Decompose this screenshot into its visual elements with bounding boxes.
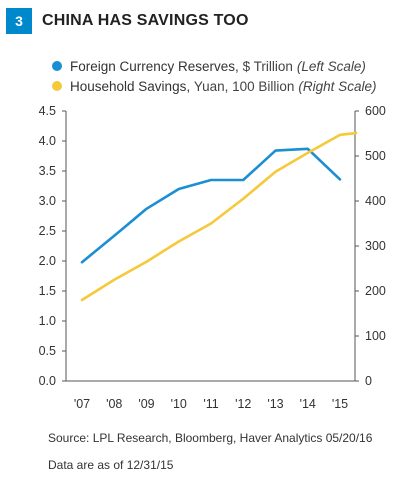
line-chart: 0.0 0.5 1.0 1.5 2.0 2.5 3.0 3.5 4.0 4.5 0 100 200 300… (39, 104, 386, 411)
left-tick-label: 4.5 (39, 104, 56, 118)
legend-unit-savings: Yuan, 100 Billion (193, 78, 295, 94)
legend-unit-reserves: $ Trillion (242, 58, 293, 74)
series-line-reserves (80, 147, 342, 264)
x-tick-label: '15 (332, 397, 348, 411)
series-line-savings (80, 131, 358, 302)
x-tick-label: '10 (171, 397, 187, 411)
chart-legend: Foreign Currency Reserves, $ Trillion (Le… (52, 56, 376, 96)
legend-scale-savings: (Right Scale) (298, 78, 377, 94)
x-tick-label: '12 (235, 397, 251, 411)
left-tick-label: 3.0 (39, 194, 56, 208)
right-tick-label: 600 (365, 104, 386, 118)
right-tick-label: 300 (365, 239, 386, 253)
source-note: Source: LPL Research, Bloomberg, Haver A… (48, 431, 373, 445)
legend-item-reserves: Foreign Currency Reserves, $ Trillion (Le… (52, 56, 376, 76)
right-tick-label: 400 (365, 194, 386, 208)
legend-item-savings: Household Savings, Yuan, 100 Billion (Rig… (52, 76, 376, 96)
right-tick-label: 200 (365, 284, 386, 298)
legend-scale-reserves: (Left Scale) (296, 58, 366, 74)
legend-label-reserves: Foreign Currency Reserves, (70, 58, 239, 74)
x-tick-label: '08 (106, 397, 122, 411)
legend-label-savings: Household Savings, (70, 78, 191, 94)
data-date-note: Data are as of 12/31/15 (48, 458, 174, 472)
left-tick-label: 4.0 (39, 134, 56, 148)
x-tick-label: '14 (300, 397, 316, 411)
left-tick-label: 0.0 (39, 374, 56, 388)
legend-swatch-reserves (52, 61, 62, 71)
right-tick-label: 100 (365, 329, 386, 343)
x-tick-label: '09 (138, 397, 154, 411)
right-tick-label: 500 (365, 149, 386, 163)
chart-header: 3 CHINA HAS SAVINGS TOO (6, 8, 249, 34)
chart-title: CHINA HAS SAVINGS TOO (42, 12, 249, 29)
left-tick-label: 2.5 (39, 224, 56, 238)
x-tick-label: '07 (74, 397, 90, 411)
left-tick-label: 3.5 (39, 164, 56, 178)
left-tick-label: 0.5 (39, 344, 56, 358)
legend-swatch-savings (52, 81, 62, 91)
right-tick-label: 0 (365, 374, 372, 388)
figure-number-badge: 3 (6, 8, 32, 34)
left-tick-label: 1.5 (39, 284, 56, 298)
left-tick-label: 2.0 (39, 254, 56, 268)
left-tick-label: 1.0 (39, 314, 56, 328)
x-tick-label: '13 (267, 397, 283, 411)
x-tick-label: '11 (203, 397, 218, 411)
